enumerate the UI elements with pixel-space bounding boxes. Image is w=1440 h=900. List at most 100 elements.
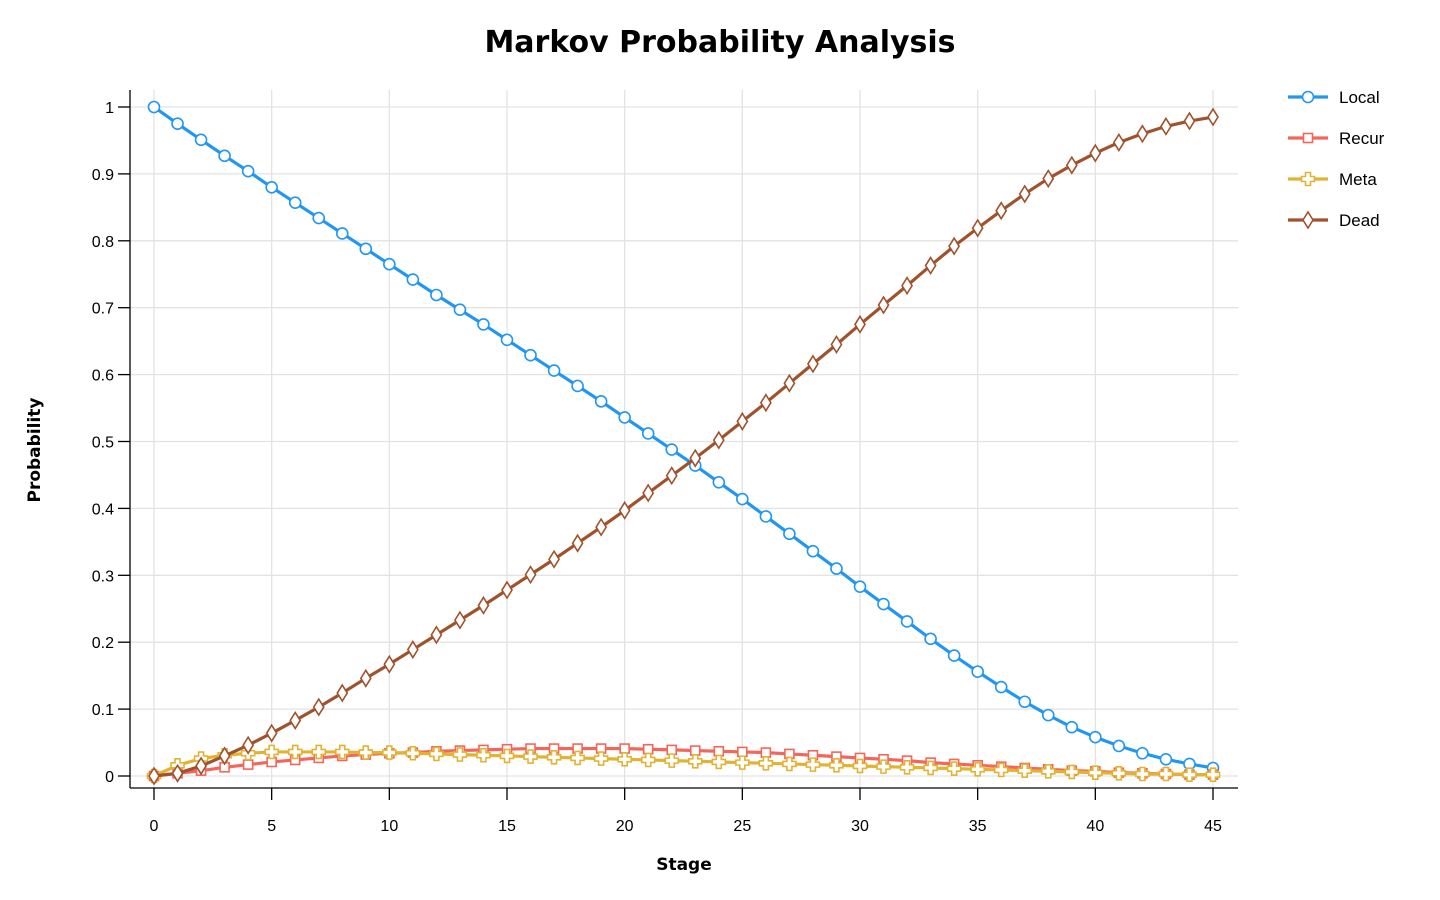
point-local xyxy=(1089,730,1102,744)
point-dead xyxy=(712,430,725,450)
point-local xyxy=(1018,695,1032,709)
point-dead xyxy=(783,373,796,393)
point-dead xyxy=(877,295,890,315)
legend[interactable]: Local Recur Meta Dead xyxy=(1288,88,1385,230)
point-dead xyxy=(642,483,655,503)
point-local xyxy=(712,476,726,489)
legend-marker-dead xyxy=(1302,210,1314,230)
point-dead xyxy=(1042,169,1055,189)
y-tick-label: 0.4 xyxy=(92,501,114,518)
point-dead xyxy=(1065,155,1078,175)
point-local xyxy=(806,544,820,558)
legend-label-recur: Recur xyxy=(1339,129,1385,148)
point-dead xyxy=(242,735,255,755)
point-dead xyxy=(618,500,631,520)
point-local xyxy=(477,318,490,331)
point-meta xyxy=(546,749,562,765)
y-axis-title: Probability xyxy=(25,397,45,502)
point-dead xyxy=(689,448,702,468)
series-line-recur xyxy=(152,746,1215,778)
axes xyxy=(118,90,1238,800)
legend-item-dead[interactable]: Dead xyxy=(1288,210,1380,230)
point-meta xyxy=(382,745,397,760)
x-tick-label: 35 xyxy=(969,818,987,835)
point-recur xyxy=(642,743,654,755)
legend-marker-meta xyxy=(1300,171,1316,187)
point-dead xyxy=(1159,116,1172,136)
point-meta xyxy=(499,748,515,764)
point-local xyxy=(312,211,326,225)
point-recur xyxy=(760,747,772,758)
point-local xyxy=(853,580,867,593)
point-local xyxy=(759,510,773,523)
point-meta xyxy=(593,751,609,766)
legend-label-dead: Dead xyxy=(1339,211,1380,230)
point-dead xyxy=(995,201,1008,221)
point-meta xyxy=(852,758,868,774)
point-dead xyxy=(148,766,160,786)
x-tick-label: 45 xyxy=(1204,818,1222,835)
chart-title: Markov Probability Analysis xyxy=(484,25,955,60)
point-local xyxy=(877,597,890,611)
point-local xyxy=(971,665,984,678)
point-local xyxy=(947,649,961,662)
point-meta xyxy=(1158,766,1174,782)
point-local xyxy=(335,227,349,240)
point-local xyxy=(618,411,631,424)
legend-item-recur[interactable]: Recur xyxy=(1288,129,1385,148)
point-meta xyxy=(687,753,703,769)
point-dead xyxy=(1183,111,1196,131)
point-dead xyxy=(171,763,184,783)
point-dead xyxy=(901,276,914,296)
point-local xyxy=(406,273,420,286)
point-recur xyxy=(713,745,725,757)
point-meta xyxy=(1182,767,1197,782)
point-dead xyxy=(595,517,608,537)
x-tick-label: 25 xyxy=(733,818,751,835)
point-meta xyxy=(1135,766,1150,782)
point-local xyxy=(288,196,302,209)
point-dead xyxy=(383,654,396,674)
point-dead xyxy=(501,580,513,600)
point-local xyxy=(571,379,584,393)
point-local xyxy=(594,395,608,408)
legend-marker-local xyxy=(1301,90,1315,104)
point-recur xyxy=(242,759,254,770)
point-dead xyxy=(1089,143,1102,163)
point-meta xyxy=(1017,763,1033,778)
y-tick-label: 0.9 xyxy=(92,167,114,184)
point-meta xyxy=(735,755,750,770)
point-local xyxy=(783,527,796,541)
point-meta xyxy=(523,749,538,764)
point-recur xyxy=(689,745,701,756)
point-meta xyxy=(1064,764,1080,780)
series-dead xyxy=(148,107,1219,786)
x-tick-label: 0 xyxy=(150,818,159,835)
point-dead xyxy=(430,625,443,645)
point-meta xyxy=(429,746,444,762)
point-local xyxy=(218,149,231,163)
point-dead xyxy=(312,697,325,717)
legend-item-local[interactable]: Local xyxy=(1288,88,1380,107)
point-dead xyxy=(736,411,749,431)
point-local xyxy=(924,632,937,646)
y-tick-label: 0.8 xyxy=(92,234,114,251)
point-meta xyxy=(1088,765,1103,780)
point-meta xyxy=(664,753,680,768)
point-meta xyxy=(264,744,279,760)
x-tick-label: 15 xyxy=(498,818,516,835)
series-line-meta xyxy=(152,750,1215,778)
point-dead xyxy=(571,533,584,553)
point-local xyxy=(547,364,561,377)
point-recur xyxy=(619,743,630,754)
point-dead xyxy=(948,236,961,256)
legend-marker-recur xyxy=(1302,132,1314,144)
point-meta xyxy=(711,754,727,770)
point-local xyxy=(665,443,679,456)
point-dead xyxy=(453,610,466,630)
legend-item-meta[interactable]: Meta xyxy=(1288,170,1377,189)
point-dead xyxy=(1112,132,1125,152)
point-dead xyxy=(971,218,984,238)
tick-labels: 00.10.20.30.40.50.60.70.80.910 5 10 15 20 25 3… xyxy=(92,100,1222,835)
point-dead xyxy=(830,334,843,355)
